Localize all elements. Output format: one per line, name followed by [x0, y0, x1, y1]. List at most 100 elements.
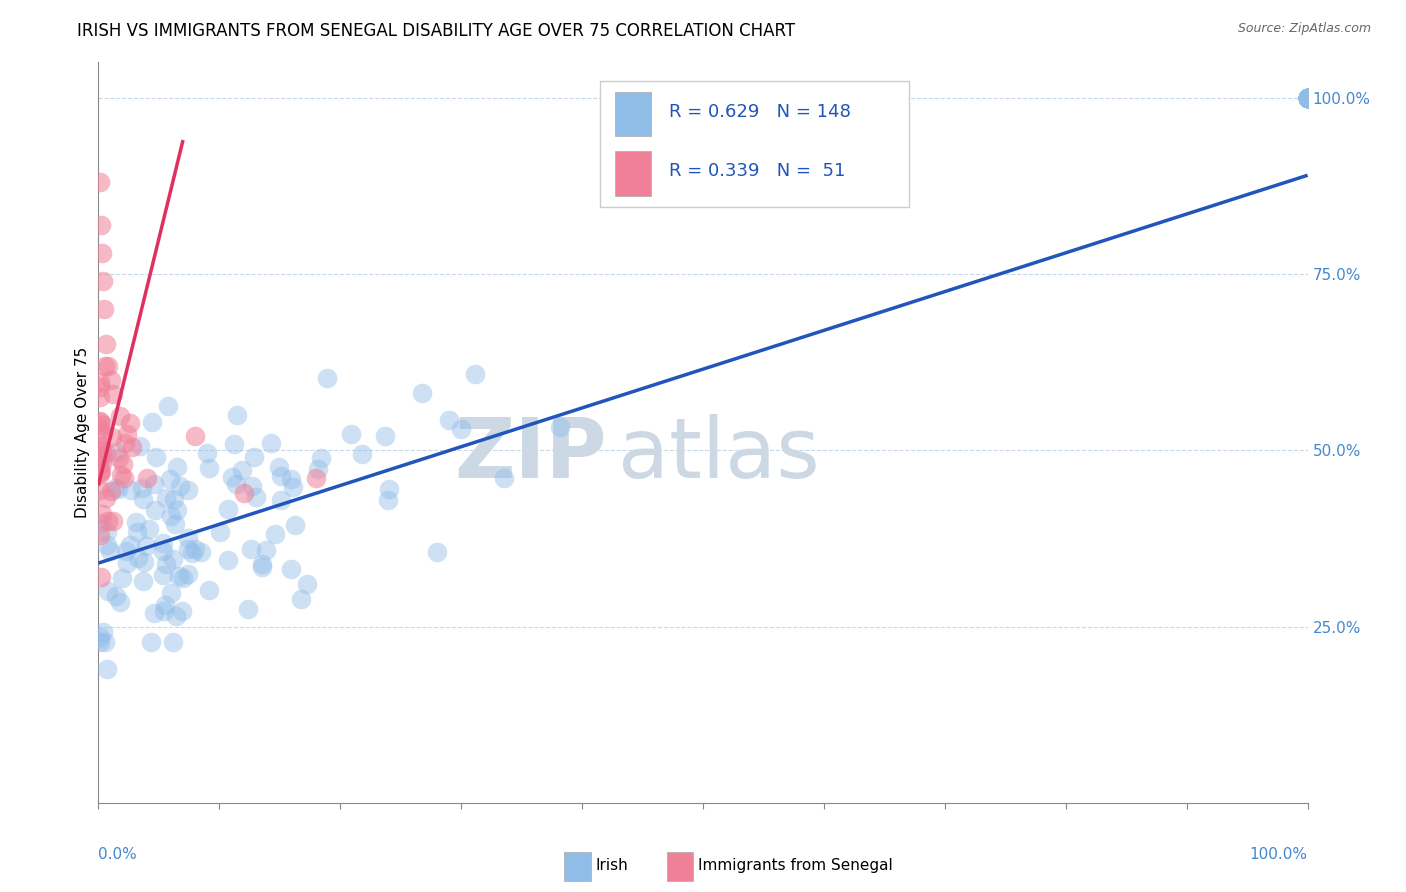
Point	[240, 478, 263, 492]
Point	[1296, 91, 1319, 105]
Point	[96, 524, 118, 539]
Point	[128, 439, 150, 453]
Point	[177, 531, 200, 545]
Point	[163, 517, 186, 532]
Point	[100, 373, 122, 387]
Point	[1296, 91, 1319, 105]
Point	[290, 591, 312, 606]
Point	[131, 481, 153, 495]
Text: R = 0.629   N = 148: R = 0.629 N = 148	[669, 103, 851, 121]
Point	[307, 462, 329, 476]
Point	[101, 387, 124, 401]
Point	[94, 445, 117, 459]
Point	[105, 590, 128, 604]
Point	[89, 457, 111, 471]
Point	[177, 483, 200, 497]
Point	[97, 359, 120, 373]
Point	[1296, 91, 1319, 105]
Point	[89, 449, 111, 463]
Point	[114, 436, 136, 450]
Point	[115, 426, 138, 441]
Point	[153, 604, 176, 618]
Point	[143, 607, 166, 621]
Point	[1296, 91, 1319, 105]
Point	[1296, 91, 1319, 105]
Point	[1296, 91, 1319, 105]
Point	[97, 514, 120, 528]
Point	[157, 399, 180, 413]
Point	[152, 535, 174, 549]
Point	[1296, 91, 1319, 105]
Point	[1296, 91, 1319, 105]
Point	[1296, 91, 1319, 105]
Point	[110, 467, 132, 482]
Point	[172, 603, 194, 617]
Point	[160, 508, 183, 523]
Point	[89, 175, 111, 189]
Point	[135, 471, 157, 485]
Point	[90, 570, 112, 584]
Text: 100.0%: 100.0%	[1250, 847, 1308, 863]
Point	[1296, 91, 1319, 105]
Point	[1296, 91, 1319, 105]
Point	[89, 635, 111, 649]
Point	[91, 274, 114, 288]
Point	[1296, 91, 1319, 105]
Y-axis label: Disability Age Over 75: Disability Age Over 75	[75, 347, 90, 518]
Point	[101, 430, 124, 444]
Point	[231, 463, 253, 477]
Point	[183, 542, 205, 557]
Point	[110, 595, 132, 609]
Point	[167, 569, 190, 583]
Point	[115, 544, 138, 558]
Point	[89, 414, 111, 428]
Point	[118, 416, 141, 430]
Point	[411, 385, 433, 400]
Point	[250, 560, 273, 574]
Point	[90, 439, 112, 453]
Point	[283, 480, 305, 494]
Point	[315, 371, 337, 385]
Point	[270, 468, 292, 483]
Point	[89, 630, 111, 644]
Point	[90, 465, 112, 479]
Point	[1296, 91, 1319, 105]
Point	[89, 390, 111, 404]
Point	[224, 436, 246, 450]
Point	[217, 553, 239, 567]
Point	[93, 302, 115, 317]
Point	[162, 491, 184, 506]
Text: Irish: Irish	[595, 858, 628, 873]
Point	[143, 503, 166, 517]
Point	[548, 420, 571, 434]
Point	[91, 443, 114, 458]
Bar	[614, 92, 651, 136]
Point	[184, 429, 207, 443]
Point	[377, 492, 399, 507]
Point	[101, 514, 124, 528]
Point	[240, 542, 263, 557]
Point	[89, 483, 111, 497]
Point	[159, 472, 181, 486]
Point	[152, 568, 174, 582]
Point	[260, 436, 283, 450]
Point	[236, 602, 259, 616]
Point	[155, 491, 177, 506]
Point	[104, 445, 127, 459]
Point	[127, 551, 149, 566]
Point	[1296, 91, 1319, 105]
Text: ZIP: ZIP	[454, 414, 606, 495]
Point	[96, 537, 118, 551]
Point	[111, 571, 134, 585]
Text: IRISH VS IMMIGRANTS FROM SENEGAL DISABILITY AGE OVER 75 CORRELATION CHART: IRISH VS IMMIGRANTS FROM SENEGAL DISABIL…	[77, 22, 796, 40]
Point	[181, 546, 204, 560]
Point	[1296, 91, 1319, 105]
Point	[1296, 91, 1319, 105]
Point	[89, 467, 111, 482]
Point	[232, 485, 254, 500]
Point	[165, 608, 187, 623]
Point	[139, 635, 162, 649]
Point	[439, 413, 461, 427]
Text: atlas: atlas	[619, 414, 820, 495]
Point	[97, 583, 120, 598]
